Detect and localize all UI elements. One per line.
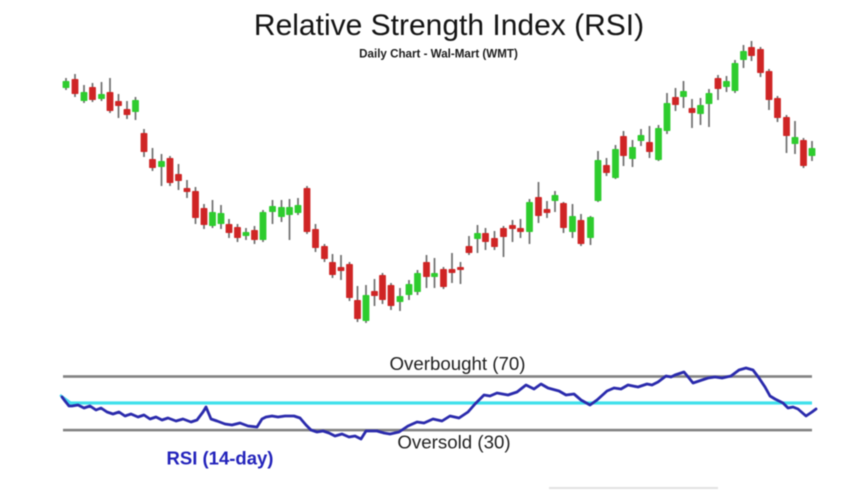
svg-text:Oversold (30): Oversold (30) — [397, 432, 510, 453]
svg-text:Relative Strength Index (RSI): Relative Strength Index (RSI) — [254, 9, 644, 42]
svg-text:Overbought (70): Overbought (70) — [389, 353, 525, 374]
svg-text:RSI (14-day): RSI (14-day) — [167, 448, 274, 469]
svg-text:Daily Chart - Wal-Mart (WMT): Daily Chart - Wal-Mart (WMT) — [359, 48, 518, 61]
